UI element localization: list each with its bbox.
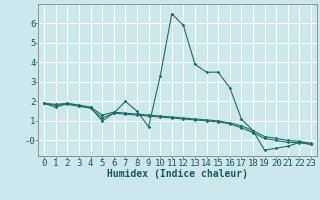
X-axis label: Humidex (Indice chaleur): Humidex (Indice chaleur) [107,169,248,179]
